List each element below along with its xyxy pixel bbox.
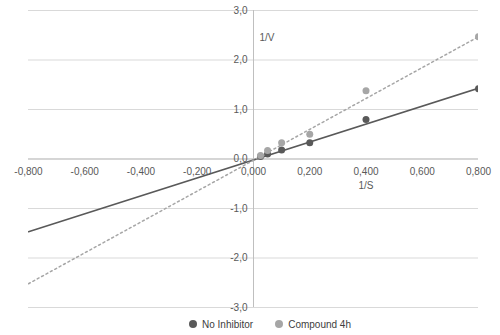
- svg-text:0,0: 0,0: [233, 153, 248, 165]
- svg-text:0,000: 0,000: [241, 166, 266, 177]
- svg-text:-2,0: -2,0: [230, 252, 248, 263]
- html-text:Compound 4h: Compound 4h: [288, 318, 351, 330]
- html-text:No Inhibitor: No Inhibitor: [202, 318, 254, 330]
- svg-text:0,600: 0,600: [410, 166, 435, 177]
- svg-text:-0,800: -0,800: [14, 166, 43, 177]
- svg-text:-0,600: -0,600: [71, 166, 100, 177]
- svg-text:0,400: 0,400: [353, 166, 378, 177]
- svg-text:1/S: 1/S: [358, 180, 373, 191]
- svg-text:1,0: 1,0: [234, 104, 248, 115]
- svg-text:-0,400: -0,400: [127, 166, 156, 177]
- svg-text:0,800: 0,800: [466, 166, 491, 177]
- svg-text:1/V: 1/V: [260, 32, 275, 43]
- svg-text:0,200: 0,200: [297, 166, 322, 177]
- svg-text:-3,0: -3,0: [230, 302, 248, 313]
- svg-text:-0,200: -0,200: [183, 166, 212, 177]
- svg-text:2,0: 2,0: [234, 54, 248, 65]
- svg-text:3,0: 3,0: [234, 5, 248, 16]
- svg-text:-1,0: -1,0: [230, 203, 248, 214]
